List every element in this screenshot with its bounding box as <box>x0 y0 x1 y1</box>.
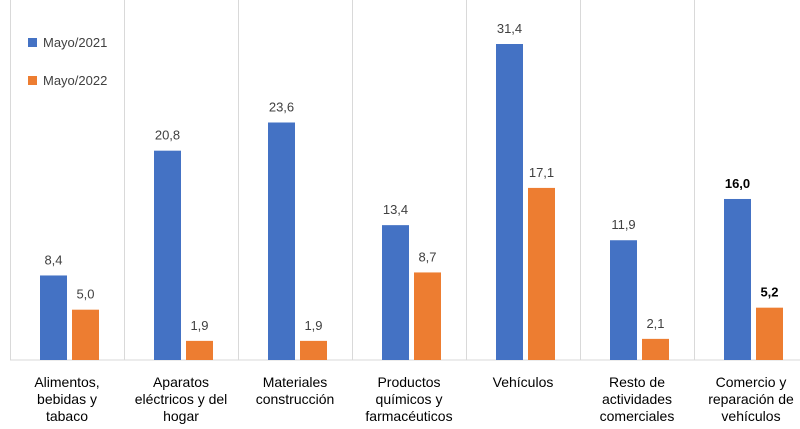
data-label: 8,7 <box>418 249 436 264</box>
category-label: Materiales <box>263 374 328 390</box>
data-label: 13,4 <box>383 202 408 217</box>
data-label: 11,9 <box>611 217 635 232</box>
data-label: 2,1 <box>646 316 664 331</box>
category-label: reparación de <box>708 391 794 407</box>
data-label: 8,4 <box>44 252 62 267</box>
bar-mayo-2021 <box>496 44 523 360</box>
category-label: Aparatos <box>153 374 209 390</box>
category-label: Productos <box>377 374 440 390</box>
category-label: eléctricos y del <box>135 391 228 407</box>
category-separators <box>10 0 695 360</box>
data-label: 16,0 <box>725 176 750 191</box>
value-labels-group: 8,4 5,0 20,8 1,9 23,6 1,9 13,4 8,7 31,4 17,1 11,9 2… <box>44 21 778 333</box>
category-label: Comercio y <box>716 374 787 390</box>
bar-mayo-2021 <box>724 198 751 360</box>
bar-mayo-2022 <box>72 309 99 360</box>
legend-swatch <box>28 38 37 47</box>
bar-mayo-2022 <box>642 338 669 360</box>
legend: Mayo/2021 Mayo/2022 <box>28 35 107 88</box>
data-label: 5,0 <box>76 287 94 302</box>
bars-group <box>40 44 783 360</box>
category-label: Resto de <box>609 374 665 390</box>
data-label: 23,6 <box>269 99 294 114</box>
bar-mayo-2021 <box>382 225 409 360</box>
bar-mayo-2021 <box>154 150 181 360</box>
bar-mayo-2022 <box>186 340 213 360</box>
bar-mayo-2022 <box>300 340 327 360</box>
legend-swatch <box>28 76 37 85</box>
category-label: actividades <box>602 391 672 407</box>
legend-label: Mayo/2021 <box>43 35 107 50</box>
data-label: 5,2 <box>760 285 778 300</box>
bar-mayo-2022 <box>528 187 555 360</box>
category-label: hogar <box>163 408 199 424</box>
category-label: bebidas y <box>37 391 97 407</box>
category-label: farmacéuticos <box>365 408 452 424</box>
bar-mayo-2021 <box>268 122 295 360</box>
category-label: tabaco <box>46 408 88 424</box>
data-label: 31,4 <box>497 21 522 36</box>
data-label: 1,9 <box>190 318 208 333</box>
bar-mayo-2022 <box>414 272 441 360</box>
bar-mayo-2022 <box>756 307 783 360</box>
category-label: químicos y <box>376 391 443 407</box>
category-label: Vehículos <box>493 374 554 390</box>
bar-mayo-2021 <box>610 240 637 360</box>
category-label: Alimentos, <box>34 374 99 390</box>
data-label: 1,9 <box>304 318 322 333</box>
category-label: construcción <box>256 391 335 407</box>
category-label: comerciales <box>600 408 675 424</box>
category-label: vehículos <box>721 408 780 424</box>
data-label: 17,1 <box>529 165 554 180</box>
legend-label: Mayo/2022 <box>43 73 107 88</box>
data-label: 20,8 <box>155 128 180 143</box>
bar-mayo-2021 <box>40 275 67 360</box>
